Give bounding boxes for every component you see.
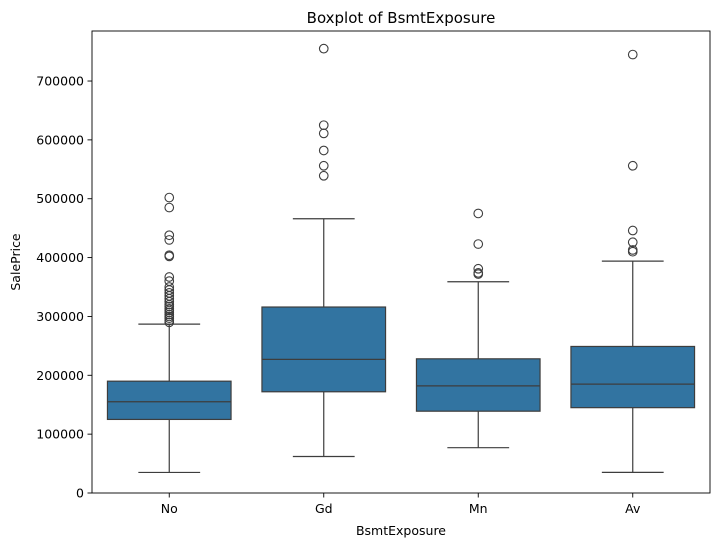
x-axis: No Gd Mn Av [161, 493, 641, 516]
iqr-box [261, 306, 387, 393]
outlier-point [164, 288, 175, 298]
y-tick-label: 0 [76, 486, 84, 501]
outlier-point [318, 170, 329, 181]
outlier-point [627, 225, 638, 236]
outlier-point [164, 202, 175, 213]
outlier-point [318, 128, 329, 139]
iqr-box [106, 380, 232, 421]
box-group-no [106, 192, 232, 474]
outlier-point [627, 49, 638, 60]
outlier-point [627, 160, 638, 171]
outlier-point [164, 272, 175, 282]
y-axis: 0 100000 200000 300000 400000 500000 600000 700… [36, 74, 92, 501]
outlier-point [164, 250, 175, 261]
box-group-av [570, 49, 696, 474]
y-tick-label: 700000 [36, 74, 84, 89]
outlier-point [318, 43, 329, 54]
x-axis-title: BsmtExposure [356, 523, 446, 538]
outlier-point [164, 230, 175, 241]
x-tick-label: No [161, 501, 178, 516]
y-tick-label: 100000 [36, 427, 84, 442]
iqr-box [415, 358, 541, 412]
outlier-point [164, 235, 175, 245]
box-group-gd [261, 43, 387, 458]
outlier-point [473, 263, 484, 274]
iqr-box [570, 345, 696, 409]
y-tick-label: 600000 [36, 132, 84, 147]
outlier-point [318, 120, 329, 131]
outlier-point [318, 160, 329, 171]
outlier-point [164, 282, 175, 292]
y-tick-label: 500000 [36, 191, 84, 206]
box-group-mn [415, 208, 541, 449]
outlier-point [164, 276, 175, 286]
x-tick-label: Gd [315, 501, 333, 516]
outlier-point [627, 245, 638, 255]
plot-frame [91, 30, 711, 494]
outlier-point [627, 237, 638, 248]
outlier-point [164, 303, 175, 314]
outlier-point [164, 192, 175, 203]
outlier-point [473, 239, 484, 249]
y-tick-label: 400000 [36, 250, 84, 265]
y-axis-title: SalePrice [8, 233, 23, 291]
x-tick-label: Mn [469, 501, 488, 516]
y-tick-label: 200000 [36, 368, 84, 383]
outlier-point [473, 268, 484, 278]
outlier-point [318, 145, 329, 156]
chart-title: Boxplot of BsmtExposure [307, 9, 496, 27]
y-tick-label: 300000 [36, 309, 84, 324]
x-tick-label: Av [625, 501, 641, 516]
outlier-point [473, 208, 484, 219]
plot-area [106, 43, 696, 474]
